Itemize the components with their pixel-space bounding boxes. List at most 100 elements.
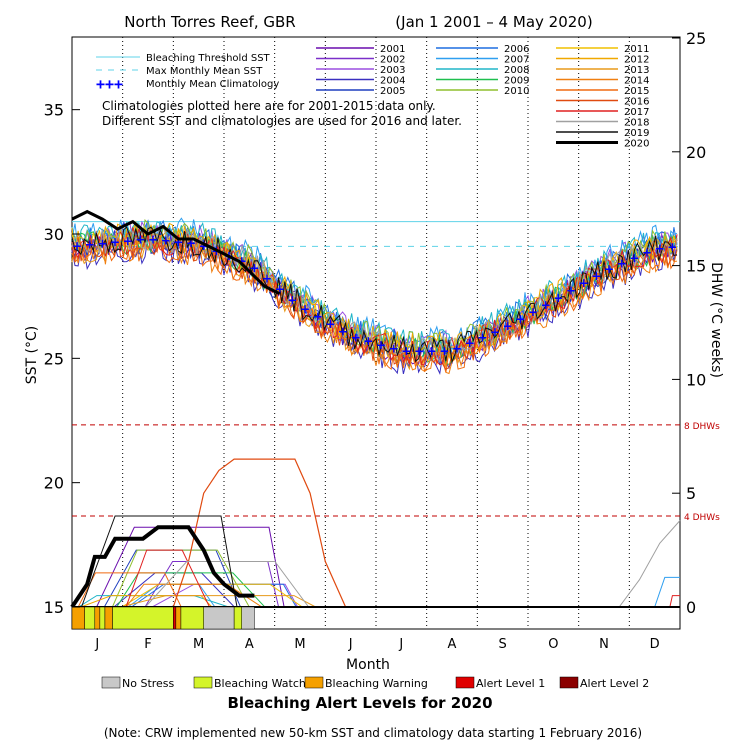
x-axis-label: Month: [346, 657, 390, 673]
climatology-marker: +: [338, 324, 348, 338]
legend-label-2011: 2011: [624, 44, 649, 55]
legend-label-2019: 2019: [624, 128, 649, 139]
climatology-marker: +: [110, 235, 120, 249]
alert-swatch: [193, 676, 213, 689]
legend-label-2003: 2003: [380, 65, 405, 76]
climatology-marker: +: [249, 261, 259, 275]
alert-swatch: [559, 676, 579, 689]
climatology-marker: +: [604, 262, 614, 276]
climatology-layer: + + + + + + + + + + + + + +++++++++ + + + + + + + + + + + + + + + +++…: [72, 232, 677, 357]
month-label: N: [599, 637, 609, 652]
legend-label-2010: 2010: [504, 86, 529, 97]
legend-label-2005: 2005: [380, 86, 405, 97]
dhw-line-2020: [70, 525, 255, 609]
legend-label-2006: 2006: [504, 44, 529, 55]
alert-segment: [112, 606, 174, 630]
climatology-marker: +: [452, 342, 462, 356]
climatology-marker: +: [97, 236, 107, 250]
sst-tick-label: 30: [44, 225, 64, 244]
dhw-tick-label: 15: [686, 257, 706, 276]
climatology-marker: +: [528, 305, 538, 319]
climatology-marker: +: [414, 344, 424, 358]
alert-label: Alert Level 1: [476, 677, 545, 690]
alert-legend: No Stress Bleaching Watch Bleaching Warnin…: [101, 676, 649, 690]
climatology-marker: +: [566, 284, 576, 298]
legend-label-2013: 2013: [624, 65, 649, 76]
alert-segment: [175, 606, 182, 630]
dhw-4-label: 4 DHWs: [684, 513, 720, 523]
footnote: (Note: CRW implemented new 50-km SST and…: [104, 726, 642, 740]
alert-segment: [233, 606, 242, 630]
legend-label-2007: 2007: [504, 55, 529, 66]
dhw-tick-label: 25: [686, 29, 706, 48]
legend-label-2015: 2015: [624, 86, 649, 97]
legend-label-2017: 2017: [624, 107, 649, 118]
dhw-line-2016: [172, 458, 347, 608]
climatology-marker: +: [427, 344, 437, 358]
alert-label: No Stress: [122, 677, 175, 690]
alert-label: Alert Level 2: [580, 677, 649, 690]
sst-tick-label: 20: [44, 474, 64, 493]
dhw-tick-label: 5: [686, 484, 696, 503]
climatology-marker: +: [173, 235, 183, 249]
alert-segment: [99, 606, 106, 630]
climatology-marker: +: [655, 241, 665, 255]
climatology-marker: +: [579, 276, 589, 290]
alert-segment: [94, 606, 101, 630]
climatology-marker: +: [629, 251, 639, 265]
sst-line-2015: [71, 235, 678, 373]
alert-segment: [71, 606, 85, 630]
climatology-marker: +: [300, 302, 310, 316]
alert-segment: [84, 606, 96, 630]
climatology-marker: +: [313, 310, 323, 324]
alert-title: Bleaching Alert Levels for 2020: [227, 694, 492, 712]
month-label: O: [548, 637, 558, 652]
legend-label-2002: 2002: [380, 55, 405, 66]
legend-label-2008: 2008: [504, 65, 529, 76]
legend-label-2018: 2018: [624, 118, 649, 129]
sst-line-2019: [71, 226, 678, 364]
dhw-line-2005: [72, 549, 680, 608]
month-label: F: [144, 637, 151, 652]
year-series-layer: [71, 217, 678, 375]
climatology-marker: +: [275, 282, 285, 296]
climatology-marker: +: [161, 234, 171, 248]
month-label: A: [245, 637, 254, 652]
dhw-line-2007-late: [654, 576, 680, 608]
climatology-marker: +: [123, 234, 133, 248]
sst-tick-label: 15: [44, 598, 64, 617]
climatology-marker: +: [135, 233, 145, 247]
alert-segment: [203, 606, 235, 630]
climatology-marker: +: [465, 336, 475, 350]
alert-bar: [71, 606, 255, 630]
sst-line-2018: [71, 224, 678, 364]
dhw-8-label: 8 DHWs: [684, 422, 720, 432]
climatology-marker: +: [515, 312, 525, 326]
climatology-marker: +: [262, 272, 272, 286]
month-label: M: [193, 637, 204, 652]
legend-label-2020: 2020: [624, 139, 649, 150]
series-2020-layer: [70, 209, 281, 609]
alert-segment: [241, 606, 255, 630]
month-label: J: [398, 637, 403, 652]
climatology-marker: +: [389, 342, 399, 356]
climatology-marker: +: [287, 293, 297, 307]
month-label: M: [294, 637, 305, 652]
ref-legend: Bleaching Threshold SST Max Monthly Mean…: [96, 53, 279, 93]
y-axis-left-label: SST (°C): [24, 326, 40, 384]
legend-label-2016: 2016: [624, 97, 649, 108]
chart-date-range: (Jan 1 2001 – 4 May 2020): [395, 13, 592, 31]
climatology-marker: +: [477, 330, 487, 344]
month-label: J: [94, 637, 99, 652]
legend-threshold-label: Bleaching Threshold SST: [146, 53, 271, 64]
climatology-marker: +: [617, 256, 627, 270]
note-line-2: Different SST and climatologies are used…: [102, 114, 462, 128]
y-axis-right-label: DHW (°C weeks): [708, 262, 724, 378]
climatology-marker: +: [237, 254, 247, 268]
month-label: J: [348, 637, 353, 652]
climatology-marker: +: [351, 330, 361, 344]
climatology-marker: +: [553, 291, 563, 305]
legend-label-2014: 2014: [624, 76, 649, 87]
